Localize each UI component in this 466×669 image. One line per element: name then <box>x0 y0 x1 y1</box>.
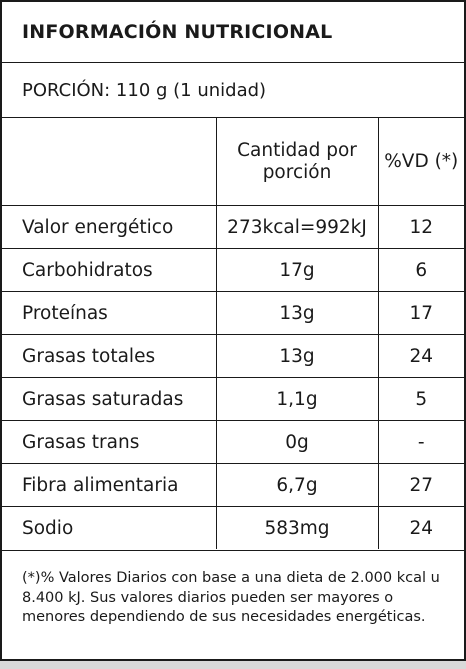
nutrient-name: Carbohidratos <box>2 248 216 292</box>
nutrient-name: Sodio <box>2 506 216 549</box>
table-row: Carbohidratos 17g 6 <box>2 248 464 292</box>
table-row: Fibra alimentaria 6,7g 27 <box>2 463 464 507</box>
nutrient-daily-value: 24 <box>377 506 464 549</box>
nutrient-amount: 1,1g <box>215 377 378 421</box>
table-row: Proteínas 13g 17 <box>2 291 464 335</box>
nutrient-daily-value: 17 <box>377 291 464 335</box>
nutrient-amount: 0g <box>215 420 378 464</box>
nutrient-name: Fibra alimentaria <box>2 463 216 507</box>
header-quantity: Cantidad por porción <box>215 118 378 206</box>
nutrient-daily-value: 24 <box>377 334 464 378</box>
nutrient-amount: 17g <box>215 248 378 292</box>
nutrient-amount: 6,7g <box>215 463 378 507</box>
nutrient-daily-value: - <box>377 420 464 464</box>
daily-value-footnote: (*)% Valores Diarios con base a una diet… <box>2 550 464 659</box>
table-row: Grasas trans 0g - <box>2 420 464 464</box>
nutrient-daily-value: 6 <box>377 248 464 292</box>
table-row: Valor energético 273kcal=992kJ 12 <box>2 205 464 249</box>
header-blank <box>2 118 216 206</box>
table-header-row: Cantidad por porción %VD (*) <box>2 118 464 206</box>
portion-size: PORCIÓN: 110 g (1 unidad) <box>2 64 464 118</box>
nutrition-table: Cantidad por porción %VD (*) Valor energ… <box>2 118 464 549</box>
nutrient-amount: 13g <box>215 334 378 378</box>
table-row: Sodio 583mg 24 <box>2 506 464 549</box>
table-row: Grasas totales 13g 24 <box>2 334 464 378</box>
bottom-edge <box>0 661 466 669</box>
nutrient-amount: 13g <box>215 291 378 335</box>
nutrient-name: Valor energético <box>2 205 216 249</box>
nutrient-name: Grasas totales <box>2 334 216 378</box>
nutrition-title: INFORMACIÓN NUTRICIONAL <box>2 2 464 63</box>
nutrient-amount: 273kcal=992kJ <box>215 205 378 249</box>
nutrient-daily-value: 12 <box>377 205 464 249</box>
header-daily-value: %VD (*) <box>377 118 464 206</box>
nutrient-name: Grasas trans <box>2 420 216 464</box>
nutrient-daily-value: 27 <box>377 463 464 507</box>
nutrient-name: Proteínas <box>2 291 216 335</box>
nutrient-daily-value: 5 <box>377 377 464 421</box>
nutrient-name: Grasas saturadas <box>2 377 216 421</box>
nutrient-amount: 583mg <box>215 506 378 549</box>
table-row: Grasas saturadas 1,1g 5 <box>2 377 464 421</box>
